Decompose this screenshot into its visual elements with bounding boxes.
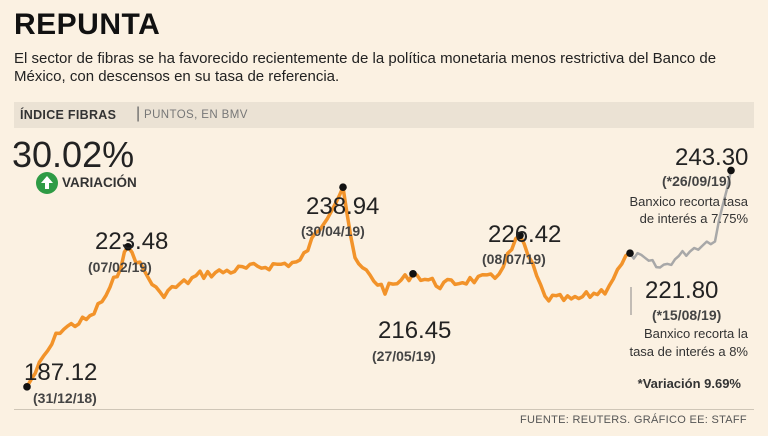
data-point-p7 — [727, 166, 735, 175]
annotation-cut2-line2: tasa de interés a 8% — [629, 344, 748, 359]
variation-percent: 30.02% — [12, 134, 135, 175]
value-label-p5: 226.42 — [488, 221, 561, 248]
date-label-p5: (08/07/19) — [482, 251, 546, 267]
date-label-p1: (31/12/18) — [33, 390, 97, 406]
data-point-p1 — [23, 383, 31, 391]
variation-label: VARIACIÓN — [62, 175, 137, 190]
annotation-cut2-line1: Banxico recorta la — [644, 326, 749, 341]
data-point-p6 — [626, 249, 634, 258]
data-point-p3 — [339, 183, 347, 191]
date-label-p7: (*26/09/19) — [662, 173, 731, 189]
index-name: ÍNDICE FIBRAS — [20, 108, 117, 122]
source-credit: FUENTE: REUTERS. GRÁFICO EE: STAFF — [520, 414, 747, 426]
value-label-p1: 187.12 — [24, 359, 97, 386]
data-point-p5 — [516, 231, 524, 240]
date-label-p4: (27/05/19) — [372, 348, 436, 364]
value-label-p7: 243.30 — [675, 144, 748, 171]
value-label-p2: 223.48 — [95, 228, 168, 255]
footer-rule — [14, 409, 754, 410]
arrow-up-icon — [36, 172, 58, 194]
label-separator: | — [136, 105, 141, 122]
chart-title: REPUNTA — [14, 8, 161, 41]
date-label-p3: (30/04/19) — [301, 223, 365, 239]
series-line-gray — [628, 169, 733, 269]
data-point-p2 — [124, 242, 132, 251]
value-label-p3: 238.94 — [306, 193, 379, 220]
chart-subtitle: El sector de fibras se ha favorecido rec… — [14, 50, 717, 85]
date-label-p6: (*15/08/19) — [652, 307, 721, 323]
date-label-p2: (07/02/19) — [88, 259, 152, 275]
annotation-cut1-line1: Banxico recorta tasa — [629, 194, 748, 209]
index-label-bar: ÍNDICE FIBRAS | PUNTOS, EN BMV — [14, 102, 754, 128]
index-unit: PUNTOS, EN BMV — [144, 109, 248, 121]
data-point-p4 — [409, 270, 417, 278]
annotation-cut1-line2: de interés a 7.75% — [640, 211, 749, 226]
value-label-p4: 216.45 — [378, 317, 451, 344]
variation-note: *Variación 9.69% — [638, 376, 742, 391]
value-label-p6: 221.80 — [645, 277, 718, 304]
